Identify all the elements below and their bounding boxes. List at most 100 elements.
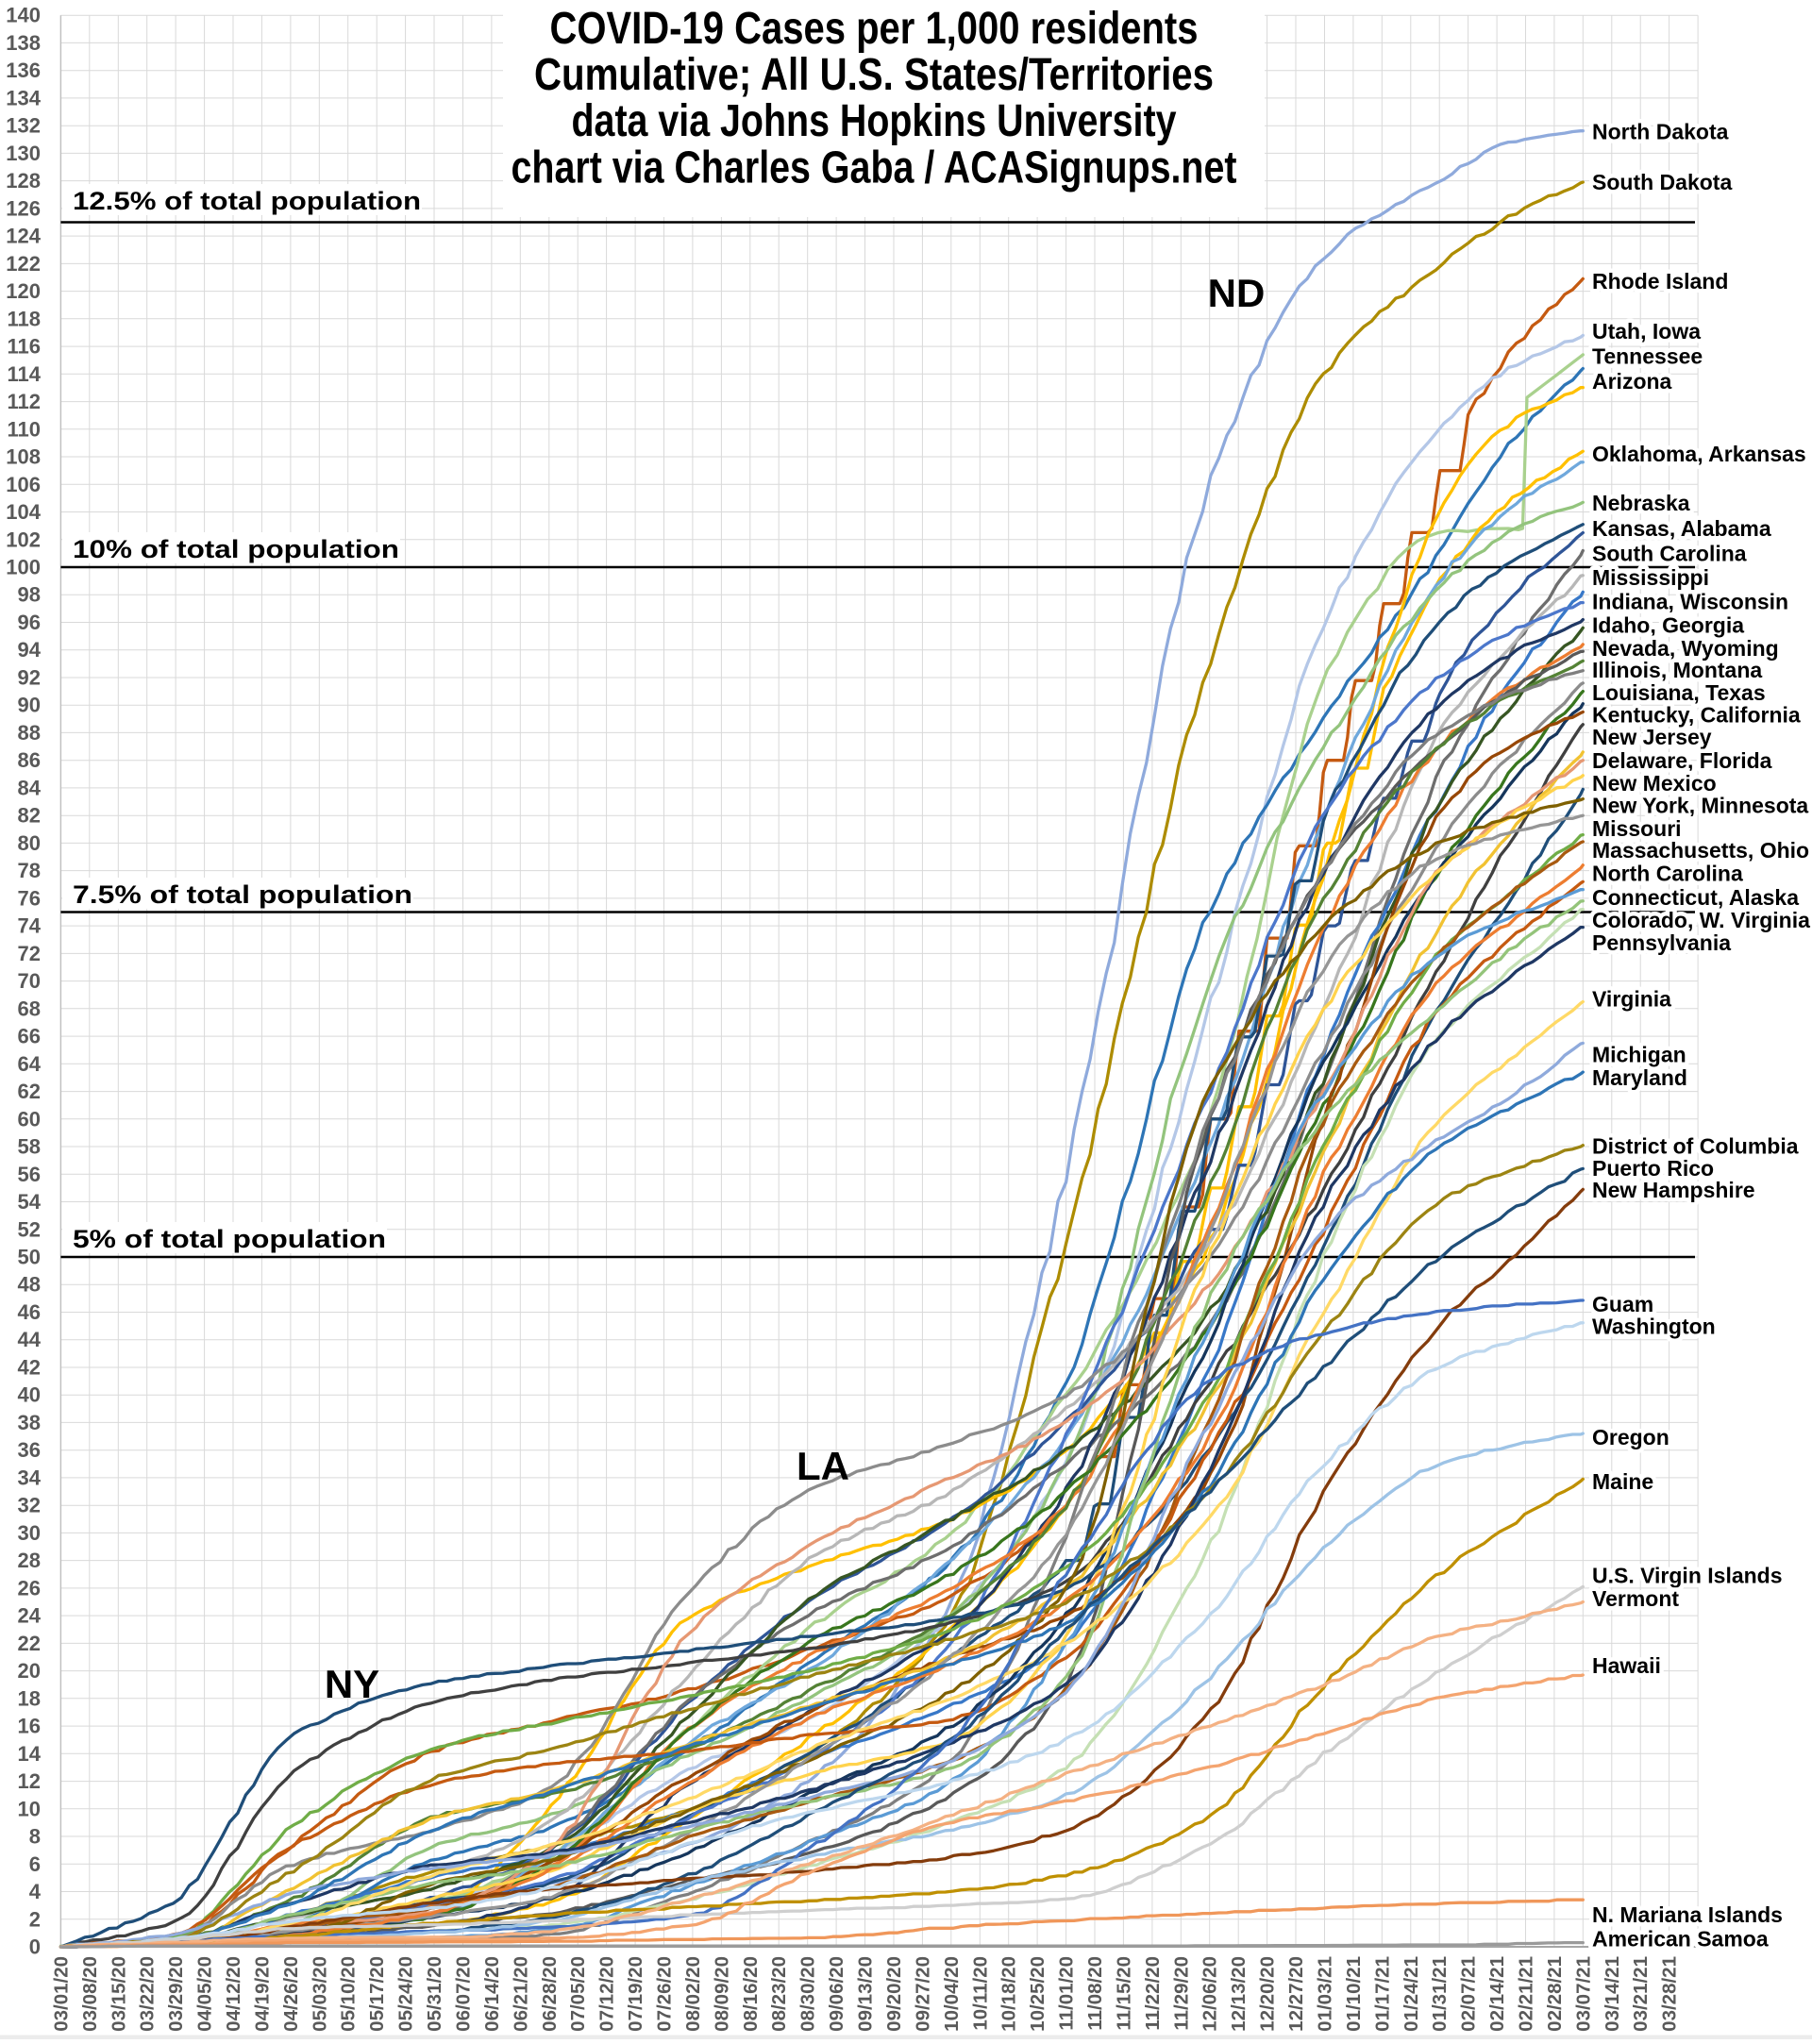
svg-text:Connecticut, Alaska: Connecticut, Alaska <box>1592 885 1799 910</box>
svg-text:New Mexico: New Mexico <box>1592 771 1717 796</box>
svg-text:09/20/20: 09/20/20 <box>883 1956 905 2032</box>
svg-text:24: 24 <box>18 1604 42 1628</box>
svg-text:01/31/21: 01/31/21 <box>1429 1956 1451 2032</box>
svg-text:01/24/21: 01/24/21 <box>1401 1956 1422 2032</box>
svg-text:Illinois, Montana: Illinois, Montana <box>1592 658 1762 682</box>
svg-text:4: 4 <box>29 1880 42 1903</box>
svg-text:08/09/20: 08/09/20 <box>711 1956 732 2032</box>
svg-text:03/07/21: 03/07/21 <box>1572 1956 1594 2032</box>
svg-text:74: 74 <box>18 914 42 938</box>
svg-text:106: 106 <box>6 473 41 496</box>
svg-text:20: 20 <box>18 1659 41 1683</box>
svg-text:03/14/21: 03/14/21 <box>1602 1956 1623 2032</box>
svg-text:New Hampshire: New Hampshire <box>1592 1178 1755 1202</box>
svg-text:Kentucky, California: Kentucky, California <box>1592 703 1801 728</box>
svg-text:03/21/21: 03/21/21 <box>1630 1956 1652 2032</box>
svg-text:NY: NY <box>325 1662 379 1706</box>
svg-text:Delaware, Florida: Delaware, Florida <box>1592 748 1772 773</box>
svg-text:Vermont: Vermont <box>1592 1586 1679 1611</box>
svg-text:Tennessee: Tennessee <box>1592 344 1703 369</box>
svg-text:02/07/21: 02/07/21 <box>1458 1956 1480 2032</box>
svg-text:04/12/20: 04/12/20 <box>223 1956 244 2032</box>
svg-text:130: 130 <box>6 142 41 165</box>
svg-text:LA: LA <box>797 1444 849 1488</box>
svg-text:Hawaii: Hawaii <box>1592 1653 1661 1678</box>
svg-text:134: 134 <box>6 86 41 109</box>
svg-text:04/05/20: 04/05/20 <box>194 1956 216 2032</box>
svg-text:Missouri: Missouri <box>1592 816 1682 841</box>
svg-text:78: 78 <box>18 859 41 882</box>
svg-text:108: 108 <box>6 445 41 469</box>
svg-text:60: 60 <box>18 1107 41 1131</box>
svg-text:64: 64 <box>18 1052 42 1076</box>
svg-text:18: 18 <box>18 1686 41 1710</box>
svg-text:16: 16 <box>18 1715 41 1738</box>
svg-text:128: 128 <box>6 169 41 193</box>
svg-text:118: 118 <box>8 307 42 330</box>
svg-text:42: 42 <box>18 1356 41 1380</box>
svg-text:05/17/20: 05/17/20 <box>366 1956 388 2032</box>
svg-text:7.5% of total population: 7.5% of total population <box>73 880 412 909</box>
svg-text:North Dakota: North Dakota <box>1592 120 1729 144</box>
svg-text:11/01/20: 11/01/20 <box>1056 1956 1078 2031</box>
svg-text:12.5% of total population: 12.5% of total population <box>73 187 421 215</box>
svg-text:05/24/20: 05/24/20 <box>395 1956 417 2032</box>
svg-text:132: 132 <box>6 114 41 138</box>
svg-text:Nevada, Wyoming: Nevada, Wyoming <box>1592 636 1779 661</box>
svg-text:Guam: Guam <box>1592 1292 1653 1316</box>
svg-text:36: 36 <box>18 1438 41 1462</box>
svg-text:8: 8 <box>29 1825 41 1849</box>
svg-text:12/06/20: 12/06/20 <box>1200 1956 1221 2032</box>
svg-text:136: 136 <box>6 59 41 82</box>
svg-text:Puerto Rico: Puerto Rico <box>1592 1156 1714 1181</box>
svg-text:05/03/20: 05/03/20 <box>309 1956 330 2032</box>
svg-text:10/25/20: 10/25/20 <box>1027 1956 1049 2032</box>
svg-text:South Carolina: South Carolina <box>1592 542 1747 566</box>
svg-text:09/06/20: 09/06/20 <box>826 1956 847 2032</box>
svg-text:Oklahoma, Arkansas: Oklahoma, Arkansas <box>1592 442 1806 466</box>
svg-text:09/13/20: 09/13/20 <box>855 1956 877 2032</box>
svg-text:11/08/20: 11/08/20 <box>1084 1956 1106 2031</box>
svg-text:01/03/21: 01/03/21 <box>1315 1956 1336 2032</box>
svg-text:U.S. Virgin Islands: U.S. Virgin Islands <box>1592 1564 1783 1588</box>
svg-text:05/31/20: 05/31/20 <box>424 1956 445 2032</box>
svg-text:2: 2 <box>29 1907 41 1931</box>
svg-text:72: 72 <box>18 942 41 965</box>
svg-text:01/17/21: 01/17/21 <box>1371 1956 1393 2032</box>
svg-text:Virginia: Virginia <box>1592 987 1671 1012</box>
svg-text:44: 44 <box>18 1328 42 1351</box>
svg-text:Nebraska: Nebraska <box>1592 491 1690 515</box>
svg-text:138: 138 <box>6 31 41 55</box>
svg-text:03/08/20: 03/08/20 <box>79 1956 101 2032</box>
svg-text:04/26/20: 04/26/20 <box>280 1956 302 2032</box>
svg-text:American Samoa: American Samoa <box>1592 1927 1769 1952</box>
svg-text:66: 66 <box>18 1025 41 1048</box>
svg-text:86: 86 <box>18 748 41 772</box>
svg-text:03/29/20: 03/29/20 <box>165 1956 187 2032</box>
svg-text:11/22/20: 11/22/20 <box>1142 1956 1164 2031</box>
svg-text:Kansas, Alabama: Kansas, Alabama <box>1592 516 1771 541</box>
svg-text:Utah, Iowa: Utah, Iowa <box>1592 319 1701 343</box>
svg-text:06/21/20: 06/21/20 <box>510 1956 531 2032</box>
svg-text:28: 28 <box>18 1549 41 1572</box>
svg-text:North Carolina: North Carolina <box>1592 862 1743 886</box>
svg-text:46: 46 <box>18 1300 41 1324</box>
svg-text:76: 76 <box>18 886 41 910</box>
svg-text:38: 38 <box>18 1411 41 1434</box>
svg-text:03/22/20: 03/22/20 <box>137 1956 159 2032</box>
svg-text:Indiana, Wisconsin: Indiana, Wisconsin <box>1592 590 1788 614</box>
svg-text:52: 52 <box>18 1217 41 1241</box>
svg-text:08/30/20: 08/30/20 <box>797 1956 819 2032</box>
svg-text:112: 112 <box>8 390 42 413</box>
svg-text:104: 104 <box>6 500 41 524</box>
svg-text:06/07/20: 06/07/20 <box>453 1956 475 2032</box>
svg-text:114: 114 <box>8 362 42 386</box>
svg-text:12: 12 <box>18 1769 41 1793</box>
svg-text:48: 48 <box>18 1273 41 1297</box>
svg-text:70: 70 <box>18 969 41 993</box>
svg-text:116: 116 <box>8 335 42 359</box>
svg-text:0: 0 <box>29 1935 41 1959</box>
svg-text:Louisiana, Texas: Louisiana, Texas <box>1592 680 1766 705</box>
svg-text:Arizona: Arizona <box>1592 369 1672 394</box>
svg-text:03/28/21: 03/28/21 <box>1659 1956 1681 2032</box>
